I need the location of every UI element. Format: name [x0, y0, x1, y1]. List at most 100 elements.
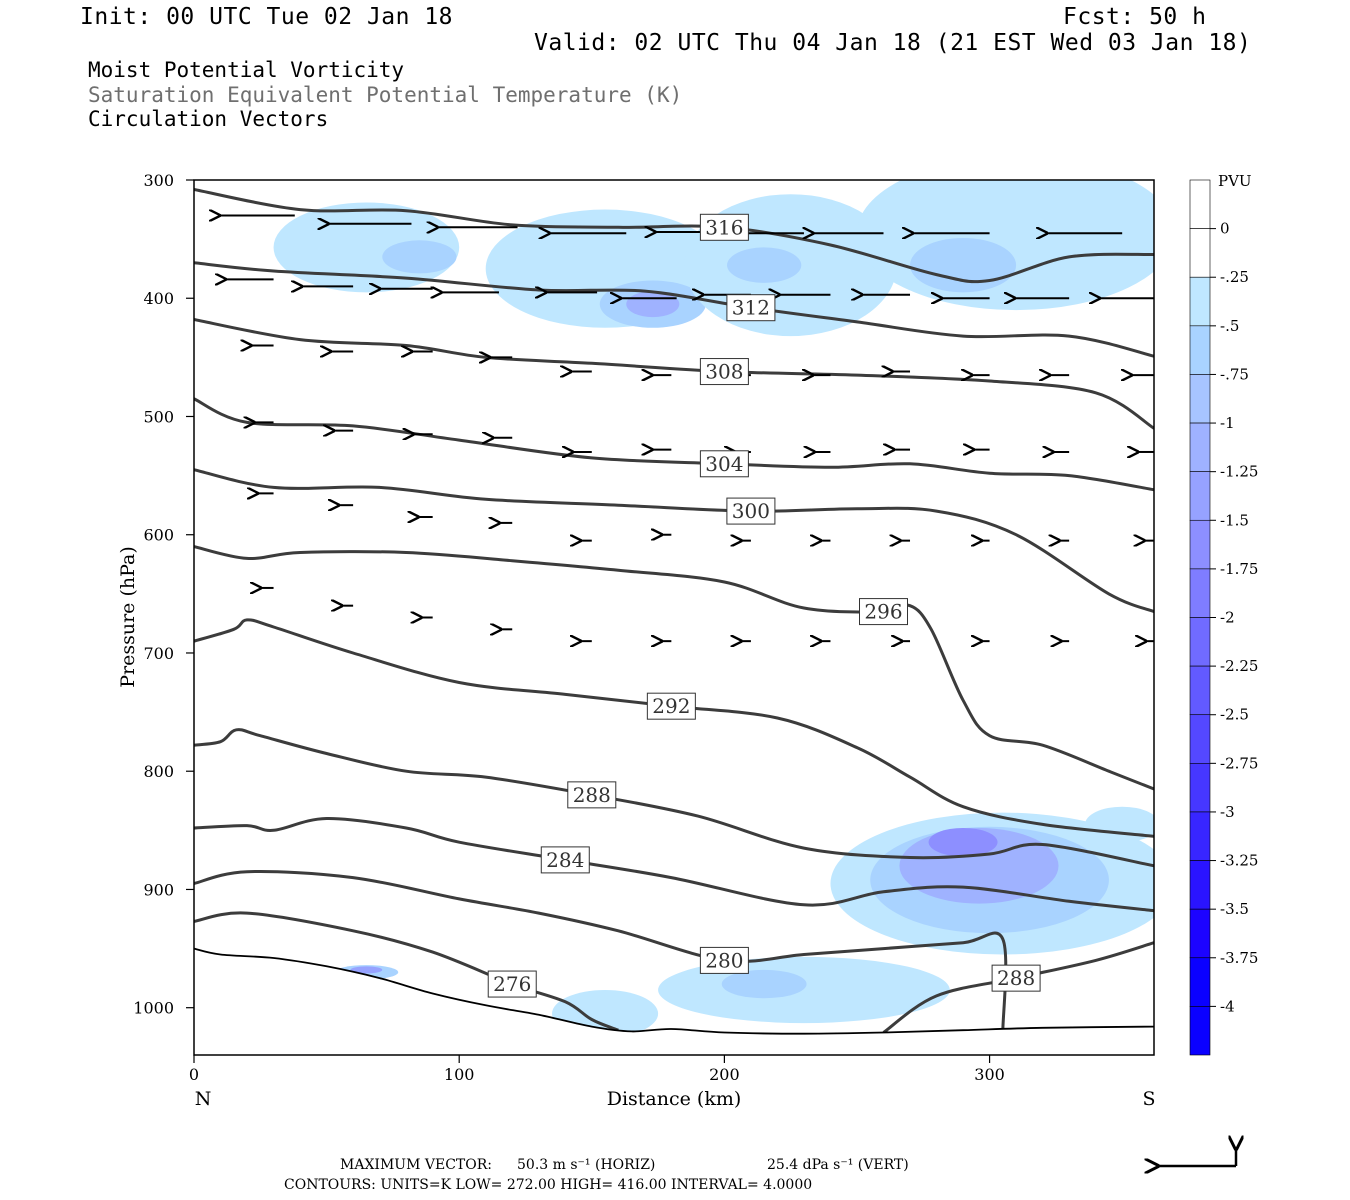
colorbar-cell-0 — [1189, 179, 1211, 229]
isentrope-label-288-7: 288 — [567, 781, 617, 809]
x-axis-north-label: N — [195, 1088, 212, 1110]
x-tick-label-0: 0 — [189, 1065, 199, 1084]
colorbar-label-2: -.5 — [1220, 317, 1239, 335]
y-tick-label-300: 300 — [143, 171, 174, 190]
colorbar-cell-14 — [1189, 860, 1211, 910]
svg-text:276: 276 — [493, 972, 531, 996]
pv-region-14 — [721, 969, 807, 999]
plot-frame — [193, 179, 1155, 1056]
isentrope-label-300-4: 300 — [726, 497, 776, 525]
y-axis-label: Pressure (hPa) — [117, 546, 139, 688]
contour-label-layer: 316 312 308 304 300 296 292 288 284 280 276 288 — [487, 213, 1041, 998]
isentrope-layer — [194, 188, 1154, 1034]
svg-text:316: 316 — [705, 215, 743, 239]
contour-info: CONTOURS: UNITS=K LOW= 272.00 HIGH= 416.… — [284, 1177, 813, 1193]
pv-region-18 — [350, 966, 383, 974]
colorbar-label-9: -2.25 — [1220, 657, 1258, 675]
terrain-layer — [193, 947, 1155, 1055]
colorbar-cell-16 — [1189, 957, 1211, 1007]
max-vector-vert: 25.4 dPa s⁻¹ (VERT) — [767, 1157, 909, 1173]
terrain-fill — [194, 948, 1154, 1055]
svg-text:304: 304 — [705, 452, 743, 476]
isentrope-label-308-2: 308 — [699, 358, 749, 386]
isentrope-label-316-0: 316 — [699, 213, 749, 241]
colorbar-label-16: -4 — [1220, 997, 1235, 1015]
colorbar-label-12: -3 — [1220, 803, 1235, 821]
isentrope-label-288-11: 288 — [991, 964, 1041, 992]
x-axis-south-label: S — [1142, 1088, 1155, 1110]
y-tick-label-800: 800 — [143, 762, 174, 781]
x-tick-label-300: 300 — [974, 1065, 1005, 1084]
pv-region-6 — [727, 247, 802, 283]
svg-text:300: 300 — [732, 499, 770, 523]
colorbar-label-8: -2 — [1220, 609, 1235, 627]
x-tick-label-100: 100 — [444, 1065, 475, 1084]
pv-region-1 — [382, 240, 457, 274]
colorbar-cell-7 — [1189, 519, 1211, 570]
colorbar-label-10: -2.5 — [1220, 706, 1249, 724]
x-axis-label: Distance (km) — [607, 1088, 742, 1110]
colorbar-cell-1 — [1189, 228, 1211, 278]
isentrope-296-5 — [194, 545, 1154, 791]
pv-region-12 — [928, 827, 998, 857]
isentrope-276-10 — [194, 911, 619, 1032]
colorbar-cell-13 — [1189, 811, 1211, 861]
colorbar-cell-5 — [1189, 422, 1211, 472]
axis-layer: 300 400 500 600 700 800 900 1000 0 100 200 300 — [133, 171, 1005, 1084]
colorbar-cell-10 — [1189, 665, 1211, 716]
svg-text:312: 312 — [732, 296, 770, 320]
colorbar-label-13: -3.25 — [1220, 852, 1258, 870]
svg-text:288: 288 — [573, 783, 611, 807]
isentrope-280-9 — [194, 869, 1008, 1032]
y-tick-label-600: 600 — [143, 526, 174, 545]
colorbar-label-4: -1 — [1220, 414, 1235, 432]
colorbar-cell-2 — [1189, 276, 1211, 327]
colorbar-label-1: -.25 — [1220, 268, 1249, 286]
field-title-pv: Moist Potential Vorticity — [88, 58, 405, 82]
colorbar-label-0: 0 — [1220, 220, 1230, 238]
colorbar-label-15: -3.75 — [1220, 949, 1258, 967]
colorbar-label-5: -1.25 — [1220, 463, 1258, 481]
colorbar-label-6: -1.5 — [1220, 511, 1249, 529]
isentrope-292-6 — [194, 618, 1154, 838]
colorbar-label-7: -1.75 — [1220, 560, 1258, 578]
vector-layer — [220, 215, 1154, 641]
isentrope-label-284-8: 284 — [540, 846, 590, 874]
colorbar-unit: PVU — [1218, 172, 1252, 190]
isentrope-284-8 — [194, 816, 1154, 913]
valid-time: Valid: 02 UTC Thu 04 Jan 18 (21 EST Wed … — [534, 30, 1252, 56]
colorbar-cell-11 — [1189, 714, 1211, 764]
colorbar-label-11: -2.75 — [1220, 754, 1258, 772]
y-tick-label-400: 400 — [143, 289, 174, 308]
isentrope-label-296-5: 296 — [859, 598, 909, 626]
field-title-theta: Saturation Equivalent Potential Temperat… — [88, 83, 683, 107]
colorbar: PVU 0 -.25 -.5 -.75 -1 -1.25 -1.5 -1.75 -2 -2.25 -2… — [1189, 172, 1258, 1056]
colorbar-cell-12 — [1189, 763, 1211, 813]
svg-text:292: 292 — [652, 694, 690, 718]
max-vector-label: MAXIMUM VECTOR: — [340, 1157, 492, 1173]
colorbar-cell-4 — [1189, 374, 1211, 424]
isentrope-label-276-10: 276 — [487, 970, 537, 998]
terrain-line — [193, 947, 1155, 1035]
colorbar-cell-15 — [1189, 908, 1211, 959]
y-tick-label-500: 500 — [143, 407, 174, 426]
colorbar-cell-9 — [1189, 617, 1211, 667]
pv-region-8 — [910, 237, 1017, 293]
isentrope-label-304-3: 304 — [699, 450, 749, 478]
y-tick-label-1000: 1000 — [133, 999, 174, 1018]
isentrope-304-3 — [194, 397, 1154, 492]
colorbar-cell-3 — [1189, 325, 1211, 375]
colorbar-label-3: -.75 — [1220, 365, 1249, 383]
svg-text:280: 280 — [705, 948, 743, 972]
y-tick-label-700: 700 — [143, 644, 174, 663]
forecast-hour: Fcst: 50 h — [1063, 4, 1207, 30]
isentrope-label-280-9: 280 — [699, 946, 749, 974]
colorbar-label-14: -3.5 — [1220, 900, 1249, 918]
max-vector-horiz: 50.3 m s⁻¹ (HORIZ) — [517, 1157, 656, 1173]
isentrope-label-292-6: 292 — [646, 692, 696, 720]
init-time: Init: 00 UTC Tue 02 Jan 18 — [80, 4, 454, 30]
colorbar-cell-8 — [1189, 568, 1211, 618]
field-title-vectors: Circulation Vectors — [88, 107, 329, 131]
svg-text:288: 288 — [997, 966, 1035, 990]
